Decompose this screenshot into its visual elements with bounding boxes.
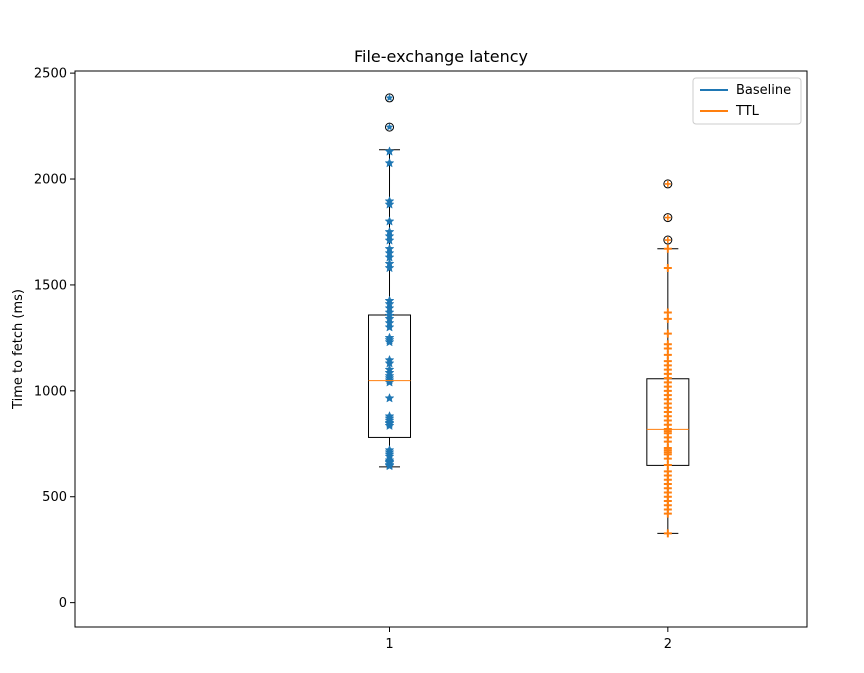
legend-label-ttl: TTL bbox=[735, 104, 760, 119]
box-group-baseline bbox=[368, 93, 412, 471]
y-tick-label: 1500 bbox=[34, 278, 67, 293]
outlier-marker bbox=[664, 237, 671, 244]
data-point bbox=[384, 354, 395, 365]
data-point bbox=[663, 529, 672, 538]
data-point bbox=[384, 332, 395, 343]
box-group-ttl bbox=[646, 179, 690, 538]
data-point bbox=[384, 364, 395, 374]
y-tick-label: 2000 bbox=[34, 173, 67, 188]
data-point bbox=[384, 298, 395, 309]
data-point bbox=[384, 262, 395, 273]
data-point bbox=[384, 444, 395, 455]
data-point bbox=[384, 322, 395, 332]
legend: Baseline TTL bbox=[692, 77, 802, 125]
y-tick-label: 500 bbox=[42, 490, 67, 505]
y-axis-label: Time to fetch (ms) bbox=[11, 289, 26, 410]
data-point bbox=[384, 157, 395, 168]
y-tick-label: 0 bbox=[59, 596, 67, 611]
data-point bbox=[384, 370, 395, 381]
outlier-marker bbox=[385, 93, 394, 102]
data-point bbox=[384, 310, 395, 320]
data-point bbox=[384, 226, 395, 237]
outlier-marker bbox=[664, 180, 671, 187]
data-point bbox=[384, 295, 395, 306]
data-point bbox=[384, 317, 395, 328]
data-point bbox=[384, 307, 395, 317]
data-point bbox=[384, 358, 395, 368]
outlier bbox=[663, 235, 673, 245]
data-point bbox=[384, 216, 395, 226]
data-point bbox=[663, 263, 672, 272]
data-point bbox=[384, 455, 395, 465]
data-point bbox=[384, 411, 395, 421]
x-tick-label: 1 bbox=[385, 637, 393, 652]
data-point bbox=[384, 393, 395, 403]
data-point bbox=[384, 247, 395, 258]
data-point bbox=[384, 367, 395, 378]
data-point bbox=[384, 258, 395, 268]
outlier bbox=[663, 179, 673, 189]
data-point bbox=[384, 230, 395, 241]
plot-frame bbox=[74, 70, 808, 628]
data-point bbox=[384, 146, 395, 156]
data-point bbox=[663, 340, 672, 349]
data-point bbox=[384, 252, 395, 262]
data-point bbox=[663, 308, 672, 317]
data-point bbox=[384, 243, 395, 254]
chart-title: File-exchange latency bbox=[354, 47, 528, 66]
data-point bbox=[384, 235, 395, 245]
plot-area bbox=[368, 93, 690, 538]
data-point bbox=[384, 302, 395, 313]
outlier-marker bbox=[385, 123, 394, 131]
outlier bbox=[663, 213, 673, 223]
x-tick-label: 2 bbox=[664, 637, 672, 652]
data-point bbox=[384, 196, 395, 206]
legend-label-baseline: Baseline bbox=[736, 83, 791, 98]
data-point bbox=[663, 244, 672, 253]
y-tick-label: 1000 bbox=[34, 384, 67, 399]
outlier-marker bbox=[664, 214, 671, 221]
data-point bbox=[663, 329, 672, 338]
y-tick-label: 2500 bbox=[34, 67, 67, 82]
data-point bbox=[384, 199, 395, 209]
data-point bbox=[384, 313, 395, 324]
